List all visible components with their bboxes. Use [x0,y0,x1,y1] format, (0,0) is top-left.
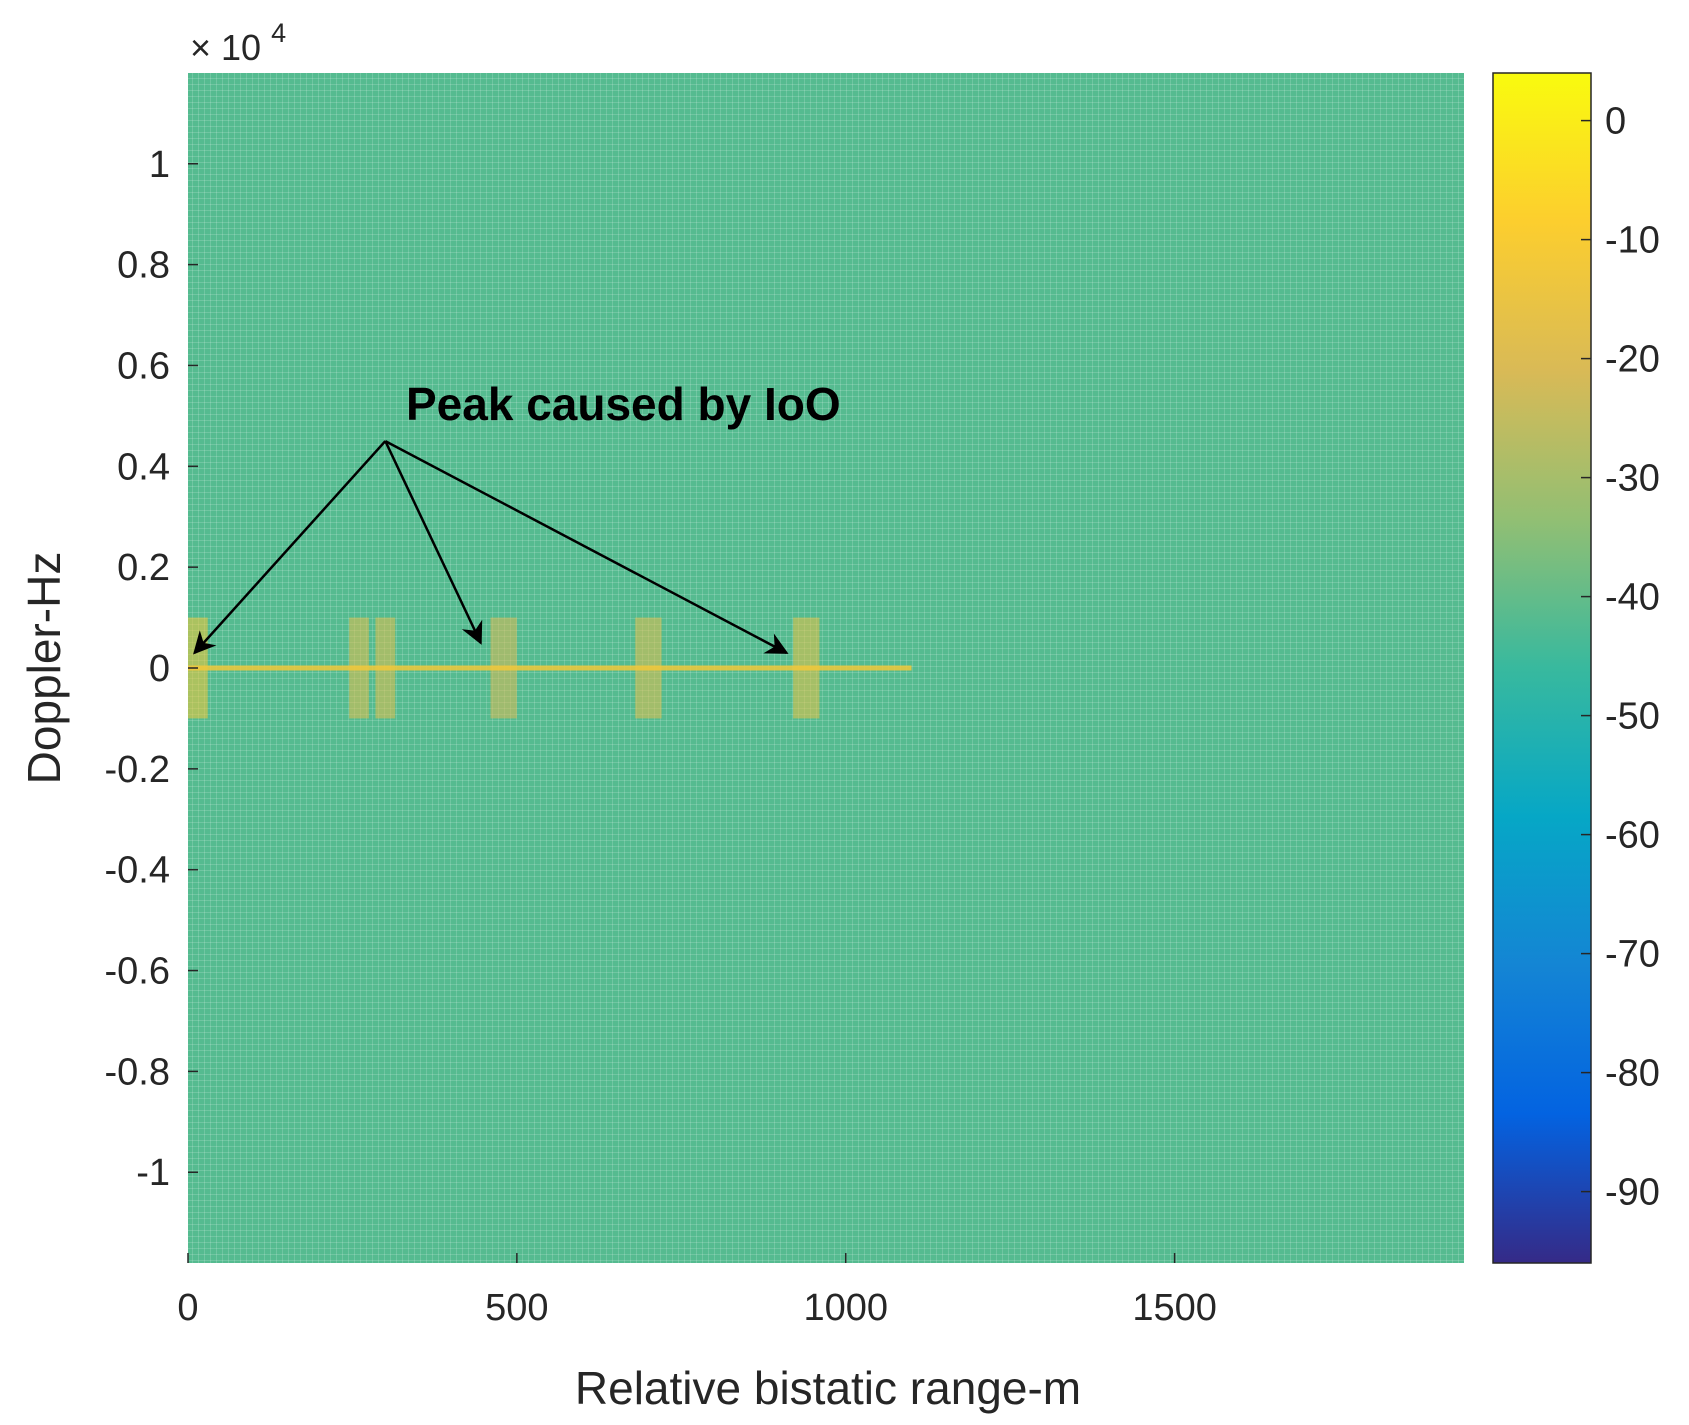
y-axis: 1 0.8 0.6 0.4 0.2 0 -0.2 -0.4 -0.6 -0.8 -1 [105,144,198,1194]
peaks-layer [188,617,912,719]
colorbar-tick-label: -40 [1605,577,1660,619]
y-tick-label: 0.6 [117,345,170,387]
x-axis-label: Relative bistatic range-m [575,1362,1081,1414]
x-axis: 0 500 1000 1500 [177,1253,1217,1329]
colorbar-tick-label: -70 [1605,934,1660,976]
y-tick-label: 1 [149,144,170,186]
y-tick-label: -0.4 [105,850,170,892]
colorbar-tick-label: -80 [1605,1053,1660,1095]
colorbar-tick-label: -10 [1605,220,1660,262]
colorbar-tick-label: -90 [1605,1172,1660,1214]
colorbar-tick-label: 0 [1605,101,1626,143]
colorbar-tick-label: -30 [1605,458,1660,500]
y-exponent: × 10 4 [190,18,286,68]
annotation-arrow-2 [384,440,483,645]
colorbar-tick-label: -20 [1605,339,1660,381]
y-tick-label: 0.4 [117,446,170,488]
y-tick-label: -0.2 [105,749,170,791]
x-tick-label: 500 [485,1287,548,1329]
y-tick-label: -0.6 [105,951,170,993]
annotation-text: Peak caused by IoO [406,378,841,430]
x-tick-label: 0 [177,1287,198,1329]
colorbar-tick-label: -60 [1605,815,1660,857]
y-tick-label: -1 [136,1152,170,1194]
y-tick-label: 0.2 [117,547,170,589]
y-exponent-base: × 10 [190,27,261,68]
zero-doppler-ridge [188,665,912,671]
x-tick-label: 1500 [1132,1287,1217,1329]
colorbar-tick-label: -50 [1605,696,1660,738]
colorbar-gradient [1492,72,1592,1264]
y-exponent-power: 4 [271,18,286,48]
annotation-arrow-1 [193,440,387,655]
y-axis-label: Doppler-Hz [18,552,70,785]
colorbar: 0 -10 -20 -30 -40 -50 -60 -70 -80 -90 [1492,72,1660,1264]
annotation-arrow-3 [384,439,789,654]
annotation [193,439,789,655]
y-tick-label: -0.8 [105,1051,170,1093]
y-tick-label: 0.8 [117,245,170,287]
y-tick-label: 0 [149,648,170,690]
svg-text:× 10 4: × 10 4 [190,18,286,68]
x-tick-label: 1000 [803,1287,888,1329]
